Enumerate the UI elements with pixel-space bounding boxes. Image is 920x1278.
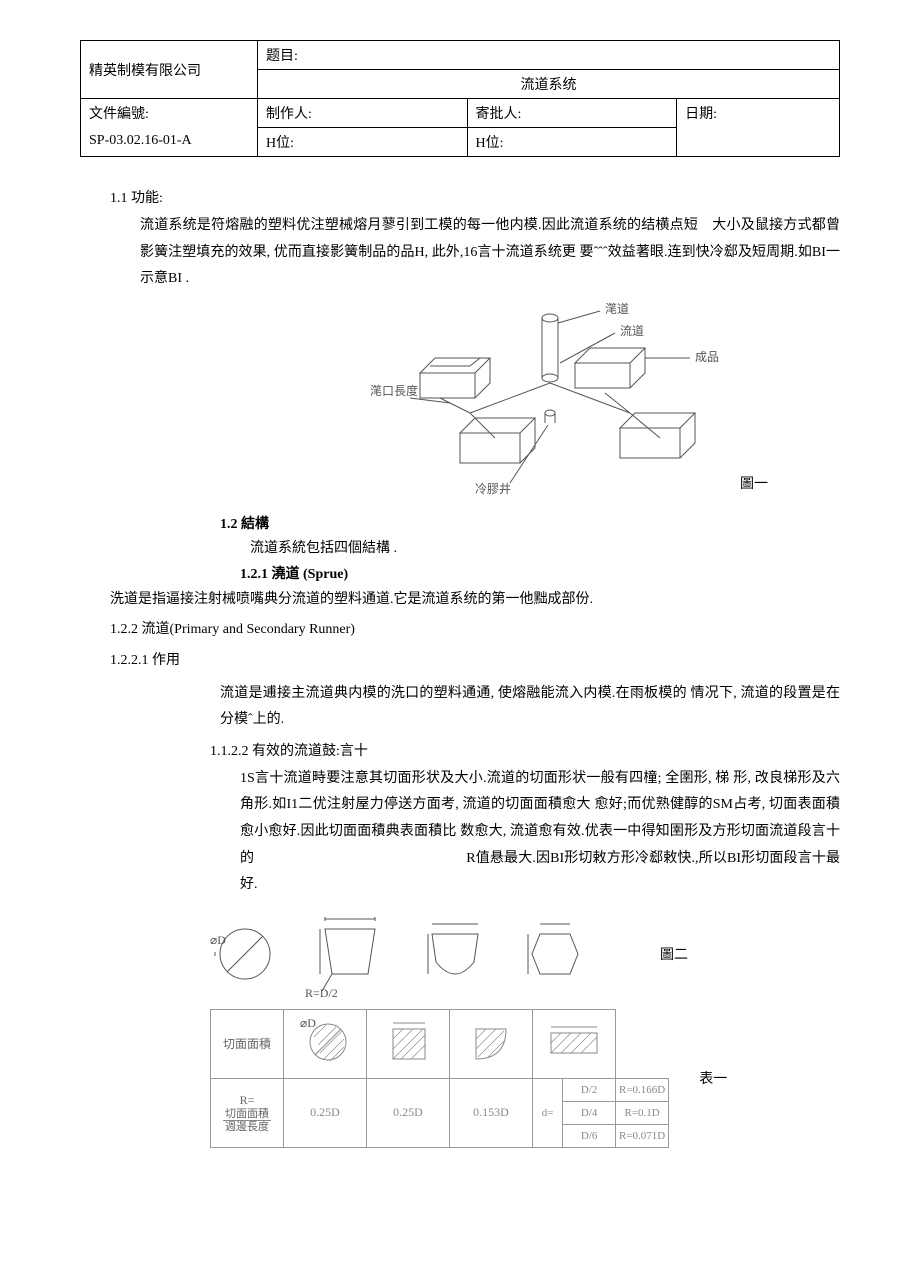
author-cell: 制作人: <box>258 99 468 128</box>
section-1-1-body: 流道系统是符熔融的塑料优注塑械熔月蓼引到工模的每一他内模.因此流道系统的结横点短… <box>140 213 840 293</box>
author-label: 制作人: <box>266 107 312 122</box>
table1-cell-square <box>367 1009 450 1078</box>
approver-label: 寄批人: <box>476 107 522 122</box>
document-title: 流道系统 <box>521 78 577 93</box>
fig1-gate-label: 滗口長度 <box>370 383 418 398</box>
table1-d-eq: d= <box>533 1078 563 1147</box>
date-label: 日期: <box>685 107 717 122</box>
table1-mini-cell: R=0.166D <box>616 1078 669 1101</box>
company-cell: 精英制模有限公司 <box>81 41 258 99</box>
table-row: 切面面積 ⌀D <box>211 1009 669 1078</box>
fig2-r-formula: R=D/2 <box>305 986 338 1000</box>
table1-row2-label: R=切面面積週邊長度 <box>211 1078 284 1147</box>
docno-cell: 文件編號: SP-03.02.16-01-A <box>81 99 258 157</box>
table1-rval-0: 0.25D <box>284 1078 367 1147</box>
table-1: 切面面積 ⌀D <box>210 1009 669 1148</box>
approver-pos-cell: H位: <box>467 128 677 157</box>
section-1-2-heading: 1.2 結構 <box>220 513 840 533</box>
author-pos-label: H位: <box>266 136 294 151</box>
section-1-2-1-heading: 1.2.1 澆道 (Sprue) <box>240 563 840 583</box>
fig1-coldwell-label: 冷膠井 <box>475 482 511 496</box>
table1-cell-rect <box>533 1009 616 1078</box>
section-1-2-2-1-body: 流道是逋接主流道典内模的洗口的塑料通通, 使熔融能流入内模.在雨板模的 情况下,… <box>220 681 840 734</box>
svg-text:⌀D: ⌀D <box>210 933 226 947</box>
table1-mini-cell: D/4 <box>563 1101 616 1124</box>
table1-r-prefix: R= <box>240 1093 255 1107</box>
author-pos-cell: H位: <box>258 128 468 157</box>
fig2-hexagon-shape <box>520 914 590 994</box>
table-row: R=切面面積週邊長度 0.25D 0.25D 0.153D d= D/2 R=0… <box>211 1078 669 1101</box>
table1-mini-cell: R=0.1D <box>616 1101 669 1124</box>
mini-00: D/2 <box>581 1084 598 1096</box>
fig2-mod-trapezoid-shape <box>420 914 490 994</box>
date-cell: 日期: <box>677 99 840 157</box>
table1-cell-circle: ⌀D <box>284 1009 367 1078</box>
title-cell: 流道系统 <box>258 70 840 99</box>
section-1-1-2-2-heading: 1.1.2.2 有效的流道鼓:言十 <box>210 740 840 760</box>
table1-mini-cell: D/2 <box>563 1078 616 1101</box>
figure-2-row: ⌀D R=D/2 圖二 <box>210 909 840 999</box>
title-label: 题目: <box>266 49 298 64</box>
mini-21: R=0.071D <box>619 1130 665 1142</box>
table1-rval-1: 0.25D <box>367 1078 450 1147</box>
section-1-1-heading: 1.1 功能: <box>110 187 840 207</box>
mini-10: D/4 <box>581 1107 598 1119</box>
figure-1-caption: 圖一 <box>740 473 768 493</box>
table1-cell-halfcircle <box>450 1009 533 1078</box>
figure-1-area: 滗道 流道 成品 滗口長度 冷膠井 圖一 <box>80 303 840 503</box>
document-header-table: 精英制模有限公司 题目: 流道系统 文件編號: SP-03.02.16-01-A… <box>80 40 840 157</box>
table1-row1-label: 切面面積 <box>211 1009 284 1078</box>
fig1-runner-label: 流道 <box>620 324 644 338</box>
table-1-wrap: 切面面積 ⌀D <box>210 1009 840 1148</box>
fig2-trapezoid-shape: R=D/2 <box>310 909 390 999</box>
svg-text:⌀D: ⌀D <box>300 1016 316 1030</box>
table1-frac-den: 週邊長度 <box>223 1121 271 1133</box>
table1-frac-num: 切面面積 <box>223 1108 271 1121</box>
approver-cell: 寄批人: <box>467 99 677 128</box>
table1-rval-2: 0.153D <box>450 1078 533 1147</box>
section-1-2-body: 流道系統包括四個結構 . <box>250 537 840 557</box>
section-1-2-1-text: 1.2.1 澆道 (Sprue) <box>240 567 348 582</box>
table1-mini-cell: D/6 <box>563 1124 616 1147</box>
mini-11: R=0.1D <box>625 1107 660 1119</box>
fig2-circle-shape: ⌀D <box>210 914 280 994</box>
mini-01: R=0.166D <box>619 1084 665 1096</box>
figure-1-diagram: 滗道 流道 成品 滗口長度 冷膠井 <box>380 303 740 503</box>
title-label-cell: 题目: <box>258 41 840 70</box>
section-1-2-2-heading: 1.2.2 流道(Primary and Secondary Runner) <box>110 617 840 644</box>
table-1-caption: 表一 <box>699 1068 727 1088</box>
sprue-description: 洗道是指逼接注射械喷嘴典分流道的塑料通道.它是流道系统的第一他黜成部份. <box>110 587 840 614</box>
section-1-2-2-1-heading: 1.2.2.1 作用 <box>110 648 840 675</box>
mini-20: D/6 <box>581 1130 598 1142</box>
company-name: 精英制模有限公司 <box>89 64 201 79</box>
table1-mini-cell: R=0.071D <box>616 1124 669 1147</box>
section-1-1-2-2-body: 1S言十流道畤要注意其切面形状及大小.流道的切面形状一般有四橦; 全圉形, 梯 … <box>240 766 840 899</box>
fig1-product-label: 成品 <box>695 350 719 364</box>
figure-2-caption: 圖二 <box>660 944 688 964</box>
approver-pos-label: H位: <box>476 136 504 151</box>
docno-label: 文件編號: <box>89 103 249 123</box>
fig1-sprue-label: 滗道 <box>605 302 629 316</box>
docno-value: SP-03.02.16-01-A <box>89 133 249 149</box>
